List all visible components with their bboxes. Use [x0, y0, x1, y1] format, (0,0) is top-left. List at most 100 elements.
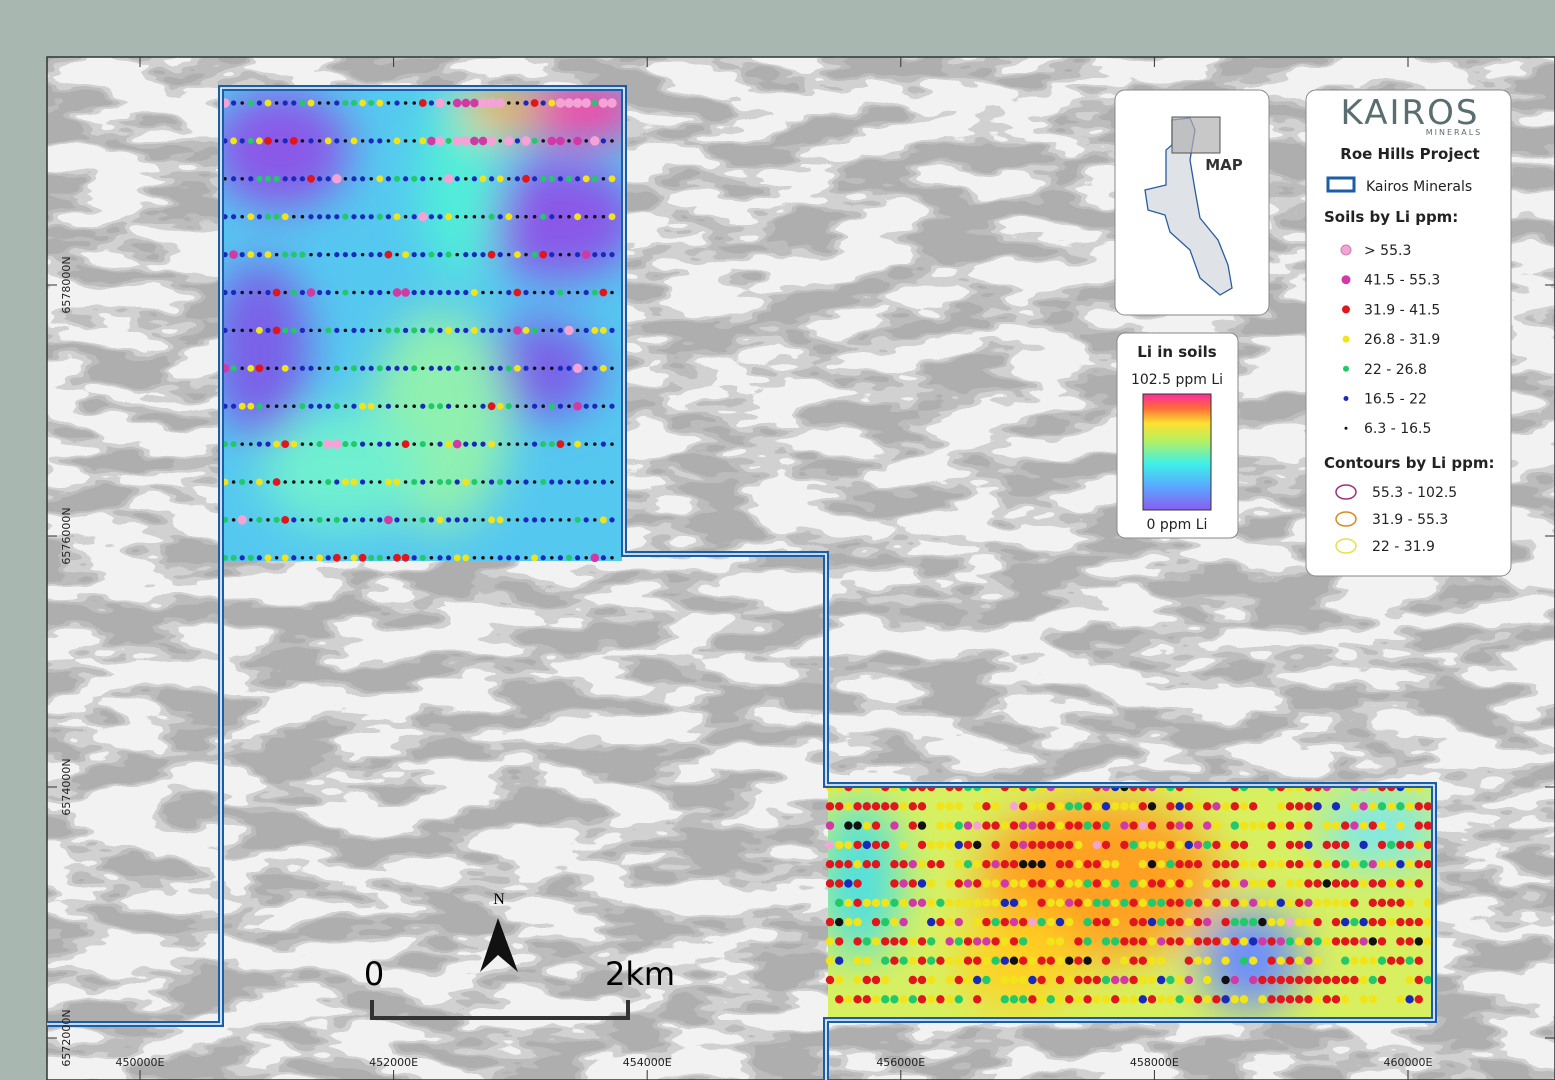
soil-dot — [908, 995, 917, 1004]
soil-dot — [437, 441, 443, 447]
soil-dot — [1193, 898, 1203, 907]
soil-dot — [1009, 840, 1019, 850]
soil-dot — [1037, 840, 1046, 850]
north-arrow: N — [480, 891, 518, 972]
soil-dot — [549, 251, 555, 258]
soil-dot — [437, 555, 443, 561]
soil-dot — [273, 175, 280, 182]
soil-dot — [1184, 802, 1194, 811]
soil-dot — [412, 139, 416, 143]
soil-dot — [582, 175, 590, 183]
soil-dot — [1193, 860, 1203, 869]
soil-dot — [1065, 860, 1074, 869]
soil-dot — [1331, 975, 1341, 985]
soil-dot — [936, 898, 945, 907]
soil-dot — [343, 328, 348, 333]
soil-dot — [1239, 860, 1249, 869]
soil-dot — [255, 478, 263, 486]
soil-dot — [927, 995, 936, 1004]
northing-label: 6572000N — [60, 1009, 73, 1066]
soil-dot — [333, 403, 340, 410]
soil-dot — [452, 136, 462, 146]
soil-dot — [982, 975, 991, 985]
soil-dot — [871, 860, 881, 869]
soil-dot — [835, 860, 844, 869]
soil-dot — [927, 937, 936, 946]
soil-dot — [899, 879, 908, 888]
soil-dot — [334, 138, 340, 144]
soil-dot — [239, 138, 245, 144]
soil-dot — [488, 365, 495, 371]
soil-dot — [411, 327, 418, 334]
soil-dot — [1175, 898, 1184, 907]
soil-dot — [470, 136, 479, 146]
soil-dot — [531, 327, 538, 334]
soil-dot — [593, 214, 597, 219]
soil-dot — [324, 137, 332, 145]
soil-dot — [1368, 860, 1378, 869]
soil-dot — [1359, 879, 1368, 888]
soil-dot — [853, 860, 862, 869]
soil-dot — [1249, 860, 1258, 869]
soil-dot — [1221, 917, 1230, 927]
soil-dot — [1138, 995, 1148, 1004]
soil-dot — [835, 956, 844, 965]
soil-dot — [325, 478, 332, 486]
soil-dot — [386, 101, 391, 105]
soil-dot — [574, 479, 581, 485]
soil-dot — [1405, 879, 1414, 888]
soil-dot — [1101, 821, 1111, 830]
soil-dot — [300, 442, 305, 446]
soil-dot — [299, 251, 306, 258]
soil-dot — [541, 404, 545, 408]
soil-dot — [359, 214, 366, 220]
soil-dot — [455, 404, 459, 408]
soil-dot — [607, 98, 617, 108]
soil-dot — [835, 995, 844, 1004]
soil-dot — [230, 100, 237, 106]
soil-dot — [429, 177, 434, 181]
soil-dot — [377, 517, 383, 523]
soil-dot — [478, 98, 488, 108]
soil-dot — [342, 213, 349, 220]
soil-dot — [982, 937, 991, 946]
soil-dot — [429, 442, 434, 446]
soil-dot — [306, 288, 316, 297]
soil-dot — [1147, 975, 1157, 985]
soil-dot — [240, 442, 244, 446]
soil-dot — [1157, 975, 1166, 985]
soil-dot — [1147, 917, 1157, 927]
soil-dot — [1157, 995, 1166, 1004]
soil-dot — [573, 401, 582, 411]
soil-dot — [890, 860, 899, 869]
soil-dot — [1129, 840, 1138, 850]
soil-dot — [325, 403, 331, 409]
soil-dot — [1414, 840, 1424, 850]
inset-frame — [1171, 116, 1221, 154]
soil-dot — [973, 860, 982, 869]
soil-label: 22 - 26.8 — [1364, 362, 1427, 378]
soil-dot — [281, 554, 289, 562]
soil-dot — [825, 917, 835, 927]
soil-dot — [274, 252, 279, 257]
soil-dot — [1313, 917, 1322, 927]
soil-dot — [230, 365, 237, 372]
soil-dot — [1065, 802, 1074, 811]
soil-dot — [584, 442, 588, 446]
soil-dot — [412, 404, 416, 408]
soil-dot — [332, 174, 342, 184]
soil-dot — [1055, 821, 1065, 830]
soil-dot — [486, 98, 497, 108]
soil-dot — [1350, 802, 1359, 811]
soil-dot — [498, 290, 502, 295]
soil-dot — [368, 99, 375, 107]
soil-dot — [486, 136, 497, 146]
soil-dot — [853, 879, 862, 888]
soil-dot — [1423, 975, 1433, 985]
soil-dot — [1019, 898, 1028, 907]
soil-dot — [555, 98, 566, 108]
soil-dot — [1313, 879, 1322, 888]
soil-dot — [593, 442, 597, 446]
soil-dot — [292, 214, 296, 219]
soil-dot — [1295, 879, 1304, 888]
